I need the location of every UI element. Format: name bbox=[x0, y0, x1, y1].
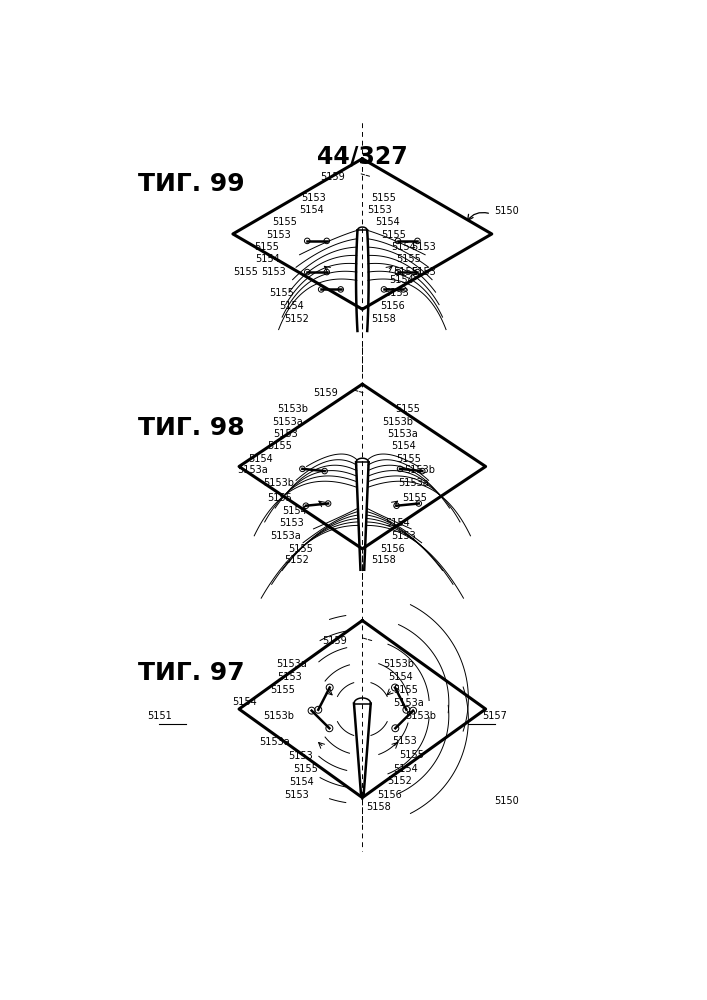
Text: 5155: 5155 bbox=[397, 454, 421, 464]
Text: 5154: 5154 bbox=[299, 205, 324, 215]
Text: 5155: 5155 bbox=[371, 193, 396, 203]
Text: 5153: 5153 bbox=[273, 429, 298, 439]
Text: 5154: 5154 bbox=[282, 506, 307, 516]
Text: 5155: 5155 bbox=[397, 254, 421, 264]
Text: 44/327: 44/327 bbox=[317, 145, 408, 169]
Text: 5154: 5154 bbox=[289, 777, 314, 787]
Text: 5153a: 5153a bbox=[270, 531, 301, 541]
Text: 5158: 5158 bbox=[371, 555, 396, 565]
Text: 5155: 5155 bbox=[269, 288, 294, 298]
Text: ΤИГ. 98: ΤИГ. 98 bbox=[138, 416, 245, 440]
Text: 5154: 5154 bbox=[393, 764, 418, 774]
Text: 5159: 5159 bbox=[322, 636, 347, 646]
Text: 5150: 5150 bbox=[494, 796, 519, 806]
Text: 5153: 5153 bbox=[284, 790, 309, 800]
Text: 5155: 5155 bbox=[288, 544, 313, 554]
Text: 5153: 5153 bbox=[279, 518, 304, 528]
Text: 5153b: 5153b bbox=[405, 711, 436, 721]
Text: 5153: 5153 bbox=[267, 231, 291, 240]
Text: 5153b: 5153b bbox=[383, 659, 414, 669]
Text: 5153a: 5153a bbox=[399, 478, 429, 488]
Text: 5152: 5152 bbox=[284, 555, 309, 565]
Text: 5154: 5154 bbox=[392, 441, 416, 451]
Text: 5153a: 5153a bbox=[387, 429, 418, 439]
Text: 5158: 5158 bbox=[371, 314, 396, 324]
Text: 5156: 5156 bbox=[377, 790, 402, 800]
Text: 5154: 5154 bbox=[385, 518, 409, 528]
Text: 5155: 5155 bbox=[393, 267, 418, 277]
Text: 5152: 5152 bbox=[284, 314, 309, 324]
Text: 5159: 5159 bbox=[313, 388, 338, 398]
Text: 5154: 5154 bbox=[388, 672, 413, 682]
Text: 5155: 5155 bbox=[267, 441, 292, 451]
Text: 5153b: 5153b bbox=[263, 711, 294, 721]
Text: 5153: 5153 bbox=[288, 751, 312, 761]
Text: 5155: 5155 bbox=[271, 685, 296, 695]
Text: 5154: 5154 bbox=[279, 301, 304, 311]
Text: 5156: 5156 bbox=[380, 301, 405, 311]
Text: 5154: 5154 bbox=[233, 697, 257, 707]
Text: 5154: 5154 bbox=[248, 454, 273, 464]
Text: 5153: 5153 bbox=[276, 672, 301, 682]
Text: 5152: 5152 bbox=[387, 776, 412, 786]
Text: 5154: 5154 bbox=[375, 217, 400, 227]
Text: 5153: 5153 bbox=[391, 531, 416, 541]
Text: ΤИГ. 99: ΤИГ. 99 bbox=[138, 172, 245, 196]
Text: 5153: 5153 bbox=[367, 205, 392, 215]
Text: 5155: 5155 bbox=[399, 750, 424, 760]
Text: 5155: 5155 bbox=[271, 217, 297, 227]
Text: 5155: 5155 bbox=[233, 267, 258, 277]
Text: 5153a: 5153a bbox=[259, 737, 289, 747]
Text: 5153a: 5153a bbox=[272, 417, 303, 427]
Text: 5155: 5155 bbox=[402, 493, 426, 503]
Text: 5151: 5151 bbox=[148, 711, 173, 721]
Text: 5153: 5153 bbox=[392, 736, 416, 746]
Text: 5154: 5154 bbox=[255, 254, 280, 264]
Text: 5153a: 5153a bbox=[276, 659, 306, 669]
Text: 5154: 5154 bbox=[389, 275, 414, 285]
Text: 5157: 5157 bbox=[481, 711, 507, 721]
Text: 5153a: 5153a bbox=[237, 465, 267, 475]
Text: 5155: 5155 bbox=[393, 685, 418, 695]
Text: 5153b: 5153b bbox=[382, 417, 413, 427]
Text: 5159: 5159 bbox=[320, 172, 345, 182]
Text: 5155: 5155 bbox=[395, 404, 420, 414]
Text: 5153b: 5153b bbox=[264, 478, 294, 488]
Text: 5154: 5154 bbox=[392, 242, 416, 252]
Text: 5155: 5155 bbox=[381, 231, 406, 240]
Text: ΤИГ. 97: ΤИГ. 97 bbox=[138, 661, 245, 685]
Text: 5155: 5155 bbox=[293, 764, 319, 774]
Text: 5153: 5153 bbox=[385, 288, 409, 298]
Text: 5155: 5155 bbox=[267, 493, 292, 503]
Text: 5153: 5153 bbox=[301, 193, 326, 203]
Text: 5150: 5150 bbox=[494, 206, 519, 216]
Text: 5153: 5153 bbox=[411, 267, 436, 277]
Text: 5153: 5153 bbox=[261, 267, 286, 277]
Text: 5153b: 5153b bbox=[404, 465, 436, 475]
Text: 5156: 5156 bbox=[380, 544, 405, 554]
Text: 5153: 5153 bbox=[411, 242, 436, 252]
Text: 5158: 5158 bbox=[366, 802, 391, 812]
Text: 5153a: 5153a bbox=[393, 698, 423, 708]
Text: 5155: 5155 bbox=[255, 242, 279, 252]
Text: 5153b: 5153b bbox=[278, 404, 309, 414]
